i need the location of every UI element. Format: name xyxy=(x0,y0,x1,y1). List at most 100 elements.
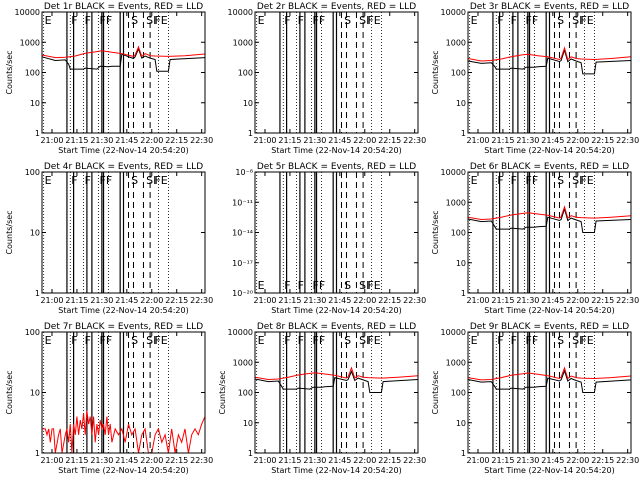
y-tick-label: 10000 xyxy=(228,328,253,337)
flag-letter: SI xyxy=(146,334,156,347)
y-tick-label: 1 xyxy=(461,449,466,458)
x-tick-label: 22:15 xyxy=(378,296,401,305)
y-tick-label: 1000 xyxy=(20,38,40,47)
flag-letter: E xyxy=(471,174,478,187)
x-tick-label: 22:00 xyxy=(566,456,589,465)
flag-letter: F xyxy=(298,14,304,27)
flag-letter: SI xyxy=(572,174,582,187)
y-tick-label: 100 xyxy=(451,69,466,78)
x-tick-label: 21:15 xyxy=(278,296,301,305)
series-line-events xyxy=(467,207,632,233)
flag-letter: FE xyxy=(154,14,167,27)
flag-letter: SI xyxy=(146,14,156,27)
x-tick-label: 22:30 xyxy=(616,136,639,145)
flag-letter: F xyxy=(284,279,290,292)
y-tick-label: 10 xyxy=(456,99,466,108)
flag-letter: FF xyxy=(100,14,113,27)
flag-letter: FF xyxy=(100,174,113,187)
flag-letter: S xyxy=(557,334,564,347)
y-axis-label: Counts/sec xyxy=(5,210,14,254)
panel-title: Det 9r BLACK = Events, RED = LLD xyxy=(470,322,629,332)
y-tick-label: 1 xyxy=(35,289,40,298)
x-tick-label: 21:00 xyxy=(253,136,276,145)
x-tick-label: 22:00 xyxy=(566,136,589,145)
y-tick-label: 10000 xyxy=(441,328,466,337)
panel-title: Det 5r BLACK = Events, RED = LLD xyxy=(257,162,416,172)
x-tick-label: 22:15 xyxy=(165,296,188,305)
panel-title: Det 3r BLACK = Events, RED = LLD xyxy=(470,2,629,12)
y-tick-label: 1 xyxy=(461,289,466,298)
y-tick-label: 10⁻¹¹ xyxy=(232,198,253,207)
x-tick-label: 21:00 xyxy=(466,456,489,465)
series-line-lld xyxy=(254,366,419,381)
y-tick-label: 10 xyxy=(30,99,40,108)
y-tick-label: 10 xyxy=(456,419,466,428)
flag-letter: FE xyxy=(580,14,593,27)
flag-letter: F xyxy=(497,334,503,347)
panel-title: Det 7r BLACK = Events, RED = LLD xyxy=(44,322,203,332)
x-tick-label: 22:00 xyxy=(353,296,376,305)
flag-letter: S xyxy=(344,334,351,347)
flag-letter: FF xyxy=(313,279,326,292)
x-tick-label: 21:45 xyxy=(541,296,564,305)
flag-letter: FE xyxy=(154,334,167,347)
flag-letter: F xyxy=(497,174,503,187)
x-tick-label: 22:30 xyxy=(616,456,639,465)
x-tick-label: 22:30 xyxy=(190,296,213,305)
y-axis-label: Counts/sec xyxy=(218,370,227,414)
x-tick-label: 21:30 xyxy=(303,136,326,145)
y-tick-label: 1000 xyxy=(233,358,253,367)
y-tick-label: 10000 xyxy=(15,8,40,17)
flag-letter: F xyxy=(71,334,77,347)
flag-letter: E xyxy=(471,14,478,27)
x-tick-label: 21:00 xyxy=(40,296,63,305)
y-axis-label: Counts/sec xyxy=(431,210,440,254)
x-tick-label: 22:30 xyxy=(403,136,426,145)
y-tick-label: 10⁻¹⁷ xyxy=(232,259,253,268)
y-tick-label: 10 xyxy=(30,229,40,238)
x-tick-label: 22:00 xyxy=(353,456,376,465)
x-axis-label: Start Time (22-Nov-14 20:54:20) xyxy=(58,146,188,155)
x-tick-label: 22:00 xyxy=(140,136,163,145)
x-tick-label: 21:30 xyxy=(516,456,539,465)
y-tick-label: 1 xyxy=(461,129,466,138)
panel-title: Det 1r BLACK = Events, RED = LLD xyxy=(44,2,203,12)
x-tick-label: 21:00 xyxy=(466,136,489,145)
x-axis-label: Start Time (22-Nov-14 20:54:20) xyxy=(484,466,614,475)
panel-title: Det 6r BLACK = Events, RED = LLD xyxy=(470,162,629,172)
y-tick-label: 10⁻¹⁴ xyxy=(232,229,253,238)
y-tick-label: 10 xyxy=(243,99,253,108)
flag-letter: FF xyxy=(100,334,113,347)
flag-letter: FF xyxy=(526,334,539,347)
x-tick-label: 22:00 xyxy=(140,296,163,305)
panel-title: Det 8r BLACK = Events, RED = LLD xyxy=(257,322,416,332)
x-tick-label: 21:00 xyxy=(40,456,63,465)
flag-letter: S xyxy=(557,14,564,27)
y-tick-label: 1 xyxy=(35,129,40,138)
y-tick-label: 1 xyxy=(35,449,40,458)
y-tick-label: 10 xyxy=(30,389,40,398)
flag-letter: SI xyxy=(359,334,369,347)
y-tick-label: 1000 xyxy=(446,358,466,367)
x-tick-label: 22:15 xyxy=(378,456,401,465)
y-tick-label: 10 xyxy=(456,259,466,268)
x-tick-label: 22:15 xyxy=(165,136,188,145)
flag-letter: FE xyxy=(367,279,380,292)
flag-letter: E xyxy=(45,14,52,27)
y-tick-label: 100 xyxy=(25,328,40,337)
flag-letter: SI xyxy=(359,279,369,292)
x-tick-label: 22:00 xyxy=(140,456,163,465)
x-tick-label: 21:30 xyxy=(90,456,113,465)
x-tick-label: 21:45 xyxy=(115,456,138,465)
x-tick-label: 21:00 xyxy=(466,296,489,305)
x-tick-label: 21:30 xyxy=(90,296,113,305)
flag-letter: S xyxy=(131,14,138,27)
flag-letter: F xyxy=(284,334,290,347)
flag-letter: FE xyxy=(367,334,380,347)
y-tick-label: 1000 xyxy=(233,38,253,47)
y-axis-label: Counts/sec xyxy=(5,370,14,414)
